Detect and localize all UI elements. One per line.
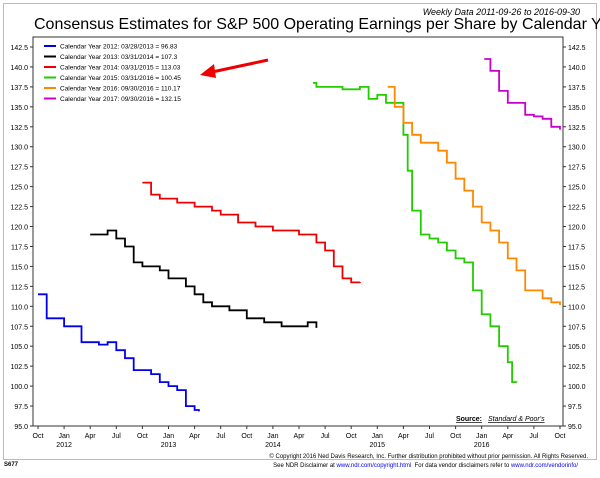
vendor-prefix: For data vendor disclaimers refer to xyxy=(414,463,510,469)
copyright-link[interactable]: www.ndr.com/copyright.html xyxy=(336,463,412,469)
x-tick-label: Apr xyxy=(398,433,410,440)
y-tick-label-left: 112.5 xyxy=(11,284,28,291)
x-tick-label: Oct xyxy=(137,433,148,440)
y-tick-label-right: 105.0 xyxy=(568,344,586,351)
x-tick-label: Jan xyxy=(372,433,383,440)
x-year-label: 2013 xyxy=(161,442,177,449)
y-tick-label-right: 110.0 xyxy=(568,304,585,311)
y-tick-label-left: 105.0 xyxy=(10,344,28,351)
chart-code: S677 xyxy=(4,462,19,468)
chart-frame xyxy=(3,3,597,460)
y-tick-label-left: 127.5 xyxy=(10,165,28,172)
y-tick-label-right: 97.5 xyxy=(568,404,582,411)
y-tick-label-right: 137.5 xyxy=(568,85,586,92)
x-tick-label: Jul xyxy=(321,433,330,440)
x-tick-label: Jul xyxy=(112,433,121,440)
x-tick-label: Apr xyxy=(294,433,306,440)
legend-entry: Calendar Year 2017: 09/30/2016 = 132.15 xyxy=(60,96,181,103)
y-tick-label-left: 95.0 xyxy=(14,424,28,431)
series-line-1 xyxy=(38,293,200,412)
x-tick-label: Oct xyxy=(450,433,461,440)
x-tick-label: Oct xyxy=(33,433,44,440)
series-line-3 xyxy=(142,181,361,284)
y-tick-label-right: 100.0 xyxy=(568,384,586,391)
y-tick-label-left: 142.5 xyxy=(10,45,28,52)
y-tick-label-left: 117.5 xyxy=(11,244,28,251)
x-tick-label: Jan xyxy=(267,433,278,440)
red-arrow-head xyxy=(200,64,216,78)
y-tick-label-right: 115.0 xyxy=(568,264,585,271)
y-tick-label-right: 122.5 xyxy=(568,205,586,212)
y-tick-label-left: 135.0 xyxy=(10,105,28,112)
source-value: Standard & Poor's xyxy=(488,416,545,423)
x-tick-label: Oct xyxy=(555,433,566,440)
y-tick-label-left: 107.5 xyxy=(10,324,28,331)
y-tick-label-right: 117.5 xyxy=(568,244,585,251)
x-year-label: 2014 xyxy=(265,442,281,449)
y-tick-label-right: 112.5 xyxy=(568,284,585,291)
y-tick-label-right: 125.0 xyxy=(568,185,586,192)
y-tick-label-right: 127.5 xyxy=(568,165,586,172)
y-tick-label-right: 130.0 xyxy=(568,145,586,152)
x-year-label: 2012 xyxy=(56,442,72,449)
vendor-link[interactable]: www.ndr.com/vendorinfo/ xyxy=(510,463,578,469)
y-tick-label-left: 110.0 xyxy=(11,304,28,311)
y-tick-label-right: 135.0 xyxy=(568,105,586,112)
series-line-6 xyxy=(484,58,561,130)
y-tick-label-left: 137.5 xyxy=(10,85,28,92)
series-line-5 xyxy=(387,86,561,305)
y-tick-label-right: 140.0 xyxy=(568,65,586,72)
y-tick-label-left: 120.0 xyxy=(10,225,28,232)
x-tick-label: Jul xyxy=(216,433,225,440)
y-tick-label-right: 107.5 xyxy=(568,324,586,331)
source-label: Source: xyxy=(456,416,482,423)
legend-entry: Calendar Year 2012: 03/28/2013 = 96.83 xyxy=(60,44,178,51)
weekly-data-note: Weekly Data 2011-09-26 to 2016-09-30 xyxy=(422,7,580,17)
y-tick-label-right: 102.5 xyxy=(568,364,586,371)
copyright: © Copyright 2016 Ned Davis Research, Inc… xyxy=(269,454,588,460)
x-tick-label: Jul xyxy=(425,433,434,440)
x-tick-label: Apr xyxy=(502,433,514,440)
disclaimer-prefix: See NDR Disclaimer at xyxy=(273,463,335,469)
legend-entry: Calendar Year 2014: 03/31/2015 = 113.03 xyxy=(60,65,181,72)
legend-entry: Calendar Year 2015: 03/31/2016 = 100.45 xyxy=(60,75,181,82)
y-tick-label-left: 122.5 xyxy=(10,205,28,212)
y-tick-label-left: 130.0 xyxy=(10,145,28,152)
x-tick-label: Jan xyxy=(476,433,487,440)
y-tick-label-right: 142.5 xyxy=(568,45,586,52)
legend-entry: Calendar Year 2013: 03/31/2014 = 107.3 xyxy=(60,54,178,61)
y-tick-label-left: 102.5 xyxy=(10,364,28,371)
x-year-label: 2015 xyxy=(370,442,386,449)
chart-title: Consensus Estimates for S&P 500 Operatin… xyxy=(34,16,600,33)
x-tick-label: Oct xyxy=(241,433,252,440)
y-tick-label-left: 115.0 xyxy=(11,264,28,271)
x-year-label: 2016 xyxy=(474,442,490,449)
x-tick-label: Jul xyxy=(529,433,538,440)
x-tick-label: Oct xyxy=(346,433,357,440)
x-tick-label: Apr xyxy=(189,433,201,440)
y-tick-label-left: 132.5 xyxy=(10,125,28,132)
y-tick-label-left: 97.5 xyxy=(14,404,28,411)
y-tick-label-left: 100.0 xyxy=(10,384,28,391)
legend-entry: Calendar Year 2016: 09/30/2016 = 110.17 xyxy=(60,86,181,93)
disclaimer: See NDR Disclaimer at www.ndr.com/copyri… xyxy=(273,463,578,469)
y-tick-label-right: 120.0 xyxy=(568,225,586,232)
x-tick-label: Jan xyxy=(58,433,69,440)
red-arrow-shaft xyxy=(211,58,269,74)
x-tick-label: Jan xyxy=(163,433,174,440)
y-tick-label-right: 95.0 xyxy=(568,424,582,431)
x-tick-label: Apr xyxy=(85,433,97,440)
series-line-4 xyxy=(312,82,518,383)
y-tick-label-left: 125.0 xyxy=(10,185,28,192)
y-tick-label-left: 140.0 xyxy=(10,65,28,72)
plot-border xyxy=(32,36,564,427)
y-tick-label-right: 132.5 xyxy=(568,125,586,132)
series-line-2 xyxy=(90,229,318,328)
